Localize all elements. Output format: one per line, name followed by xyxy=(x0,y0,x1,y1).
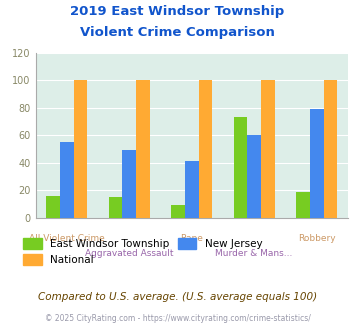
Text: Compared to U.S. average. (U.S. average equals 100): Compared to U.S. average. (U.S. average … xyxy=(38,292,317,302)
Bar xyxy=(296,192,310,218)
Legend: East Windsor Township, National, New Jersey: East Windsor Township, National, New Jer… xyxy=(23,238,262,265)
Bar xyxy=(122,150,136,218)
Bar xyxy=(185,161,198,218)
Text: Robbery: Robbery xyxy=(298,234,335,243)
Bar xyxy=(73,80,87,218)
Text: All Violent Crime: All Violent Crime xyxy=(29,234,105,243)
Text: Murder & Mans...: Murder & Mans... xyxy=(215,249,293,258)
Bar xyxy=(247,135,261,218)
Bar xyxy=(198,80,212,218)
Bar xyxy=(261,80,275,218)
Bar xyxy=(60,142,73,218)
Bar xyxy=(46,196,60,218)
Text: © 2025 CityRating.com - https://www.cityrating.com/crime-statistics/: © 2025 CityRating.com - https://www.city… xyxy=(45,314,310,323)
Text: Violent Crime Comparison: Violent Crime Comparison xyxy=(80,26,275,39)
Bar xyxy=(171,205,185,218)
Bar xyxy=(310,109,323,218)
Text: Rape: Rape xyxy=(180,234,203,243)
Bar xyxy=(109,197,122,218)
Bar xyxy=(136,80,150,218)
Bar xyxy=(234,117,247,218)
Text: Aggravated Assault: Aggravated Assault xyxy=(85,249,174,258)
Bar xyxy=(323,80,337,218)
Text: 2019 East Windsor Township: 2019 East Windsor Township xyxy=(70,5,285,18)
